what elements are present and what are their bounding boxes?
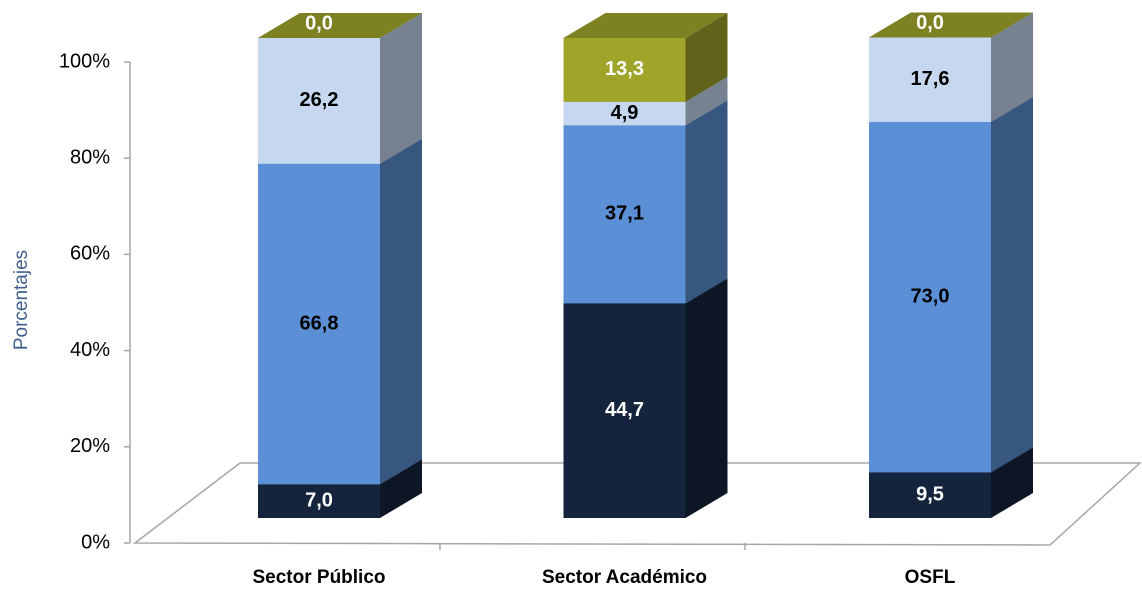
bar-segment [563, 125, 686, 304]
data-label: 7,0 [305, 489, 333, 511]
bar-top [869, 12, 1033, 38]
data-label: 17,6 [911, 68, 950, 90]
bar-segment [258, 484, 380, 518]
data-label: 73,0 [911, 285, 950, 307]
bar-side [991, 97, 1033, 473]
bar-side [685, 76, 728, 126]
bar-side [380, 459, 422, 518]
bar-side [685, 100, 728, 304]
bar-segment [563, 101, 686, 126]
bar-segment [869, 37, 991, 122]
data-label: 0,0 [916, 12, 944, 34]
data-label: 9,5 [916, 483, 944, 505]
data-label: 66,8 [300, 312, 339, 334]
bar-segment [563, 38, 686, 102]
data-label: 44,7 [605, 399, 644, 421]
x-tick-label: Sector Académico [542, 567, 707, 588]
bar-top [258, 13, 422, 38]
bar-side [685, 278, 728, 518]
bar-top [563, 13, 728, 38]
data-label: 37,1 [605, 203, 644, 225]
y-tick-label: 60% [70, 243, 110, 265]
y-tick-label: 0% [81, 531, 110, 553]
data-label: 0,0 [305, 12, 333, 34]
bar-segment [869, 122, 991, 473]
data-label: 4,9 [611, 102, 639, 124]
y-tick-label: 100% [59, 50, 110, 72]
bar-segment [258, 38, 380, 164]
x-tick-label: OSFL [905, 567, 956, 588]
bar-side [991, 12, 1033, 122]
x-tick-label: Sector Público [252, 567, 385, 588]
data-label: 26,2 [300, 89, 339, 111]
y-tick-label: 80% [70, 146, 110, 168]
bar-side [685, 13, 728, 102]
data-label: 13,3 [605, 58, 644, 80]
bar-segment [258, 163, 380, 485]
bar-side [380, 138, 422, 485]
bar-side [380, 13, 422, 164]
y-tick-label: 20% [70, 435, 110, 457]
y-axis-label: Porcentajes [11, 250, 32, 350]
bar-segment [563, 303, 686, 518]
bar-segment [869, 472, 991, 518]
bar-side [991, 447, 1033, 518]
y-tick-label: 40% [70, 339, 110, 361]
